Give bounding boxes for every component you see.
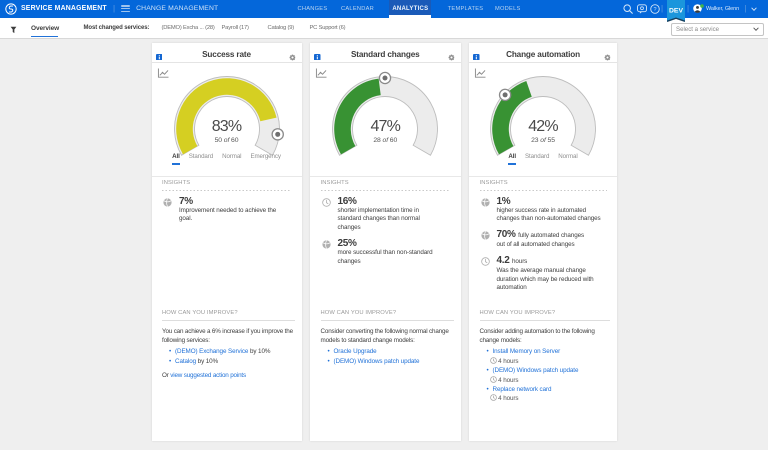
svg-text:DEV: DEV [669, 8, 683, 15]
svg-text:?: ? [653, 7, 656, 13]
